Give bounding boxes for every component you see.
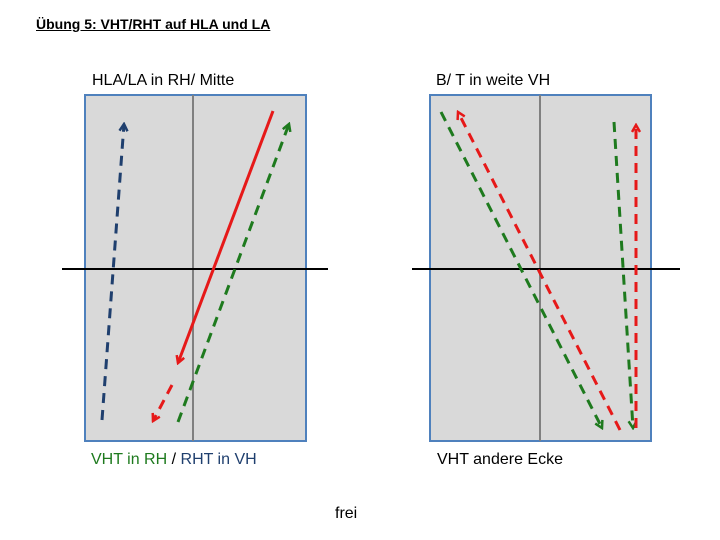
blue-dashed-arrow	[100, 124, 124, 421]
right-panel-label: B/ T in weite VH	[436, 72, 551, 89]
right-panel-caption: VHT andere Ecke	[437, 451, 563, 468]
green-dashed-arrow-diagonal	[439, 111, 602, 428]
right-court	[412, 94, 680, 442]
green-dashed-arrow-vertical	[612, 121, 633, 428]
left-panel-caption: VHT in RH / RHT in VH	[91, 451, 257, 469]
red-dashed-arrow	[153, 384, 174, 421]
left-court	[62, 94, 328, 442]
caption-green-part: VHT in RH	[91, 451, 168, 468]
green-dashed-arrow	[176, 124, 289, 423]
caption-blue-part: RHT in VH	[180, 451, 257, 468]
caption-separator: /	[167, 451, 181, 468]
page-title: Übung 5: VHT/RHT auf HLA und LA	[36, 16, 271, 32]
red-solid-arrow	[178, 110, 275, 363]
red-dashed-arrow-diagonal	[458, 112, 622, 431]
footer-text: frei	[335, 505, 358, 522]
left-panel-label: HLA/LA in RH/ Mitte	[92, 72, 235, 89]
